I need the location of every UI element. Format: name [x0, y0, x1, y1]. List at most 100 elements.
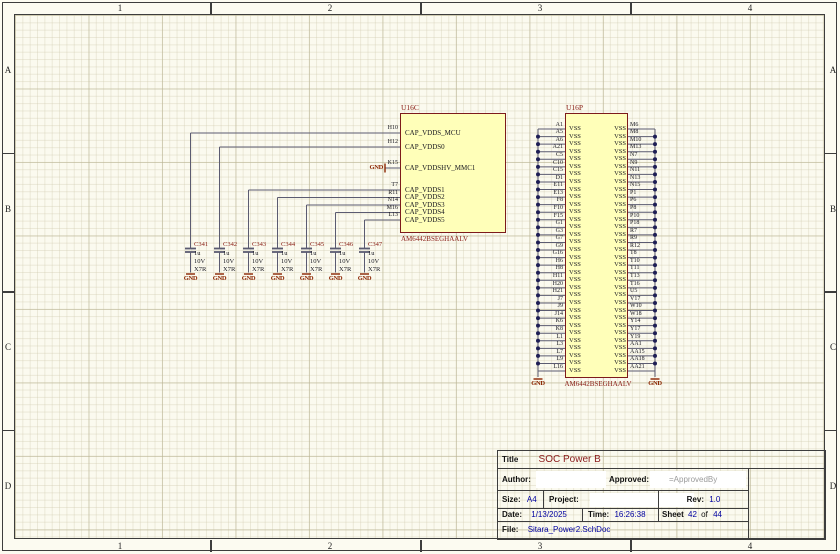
u16p-left-pin-number[interactable]: E11 — [553, 182, 563, 189]
junction-dot[interactable] — [536, 270, 540, 275]
u16p-left-pin-name[interactable]: VSS — [569, 185, 581, 193]
junction-dot[interactable] — [536, 179, 540, 184]
u16p-left-pin-name[interactable]: VSS — [569, 359, 581, 367]
u16p-left-pin-number[interactable]: H21 — [552, 288, 563, 295]
capacitor-value[interactable]: 1u — [281, 249, 288, 257]
u16p-right-pin-number[interactable]: AA21 — [630, 363, 645, 370]
u16p-right-pin-name[interactable]: VSS — [614, 298, 626, 306]
u16p-left-pin-number[interactable]: E13 — [553, 189, 563, 196]
junction-dot[interactable] — [653, 149, 657, 154]
junction-dot[interactable] — [653, 361, 657, 366]
u16p-designator[interactable]: U16P — [566, 103, 584, 112]
u16p-left-pin-number[interactable]: C5 — [555, 152, 563, 159]
u16p-left-pin-name[interactable]: VSS — [569, 215, 581, 223]
junction-dot[interactable] — [536, 285, 540, 290]
junction-dot[interactable] — [536, 217, 540, 222]
capacitor-designator[interactable]: C347 — [368, 241, 383, 248]
junction-dot[interactable] — [536, 164, 540, 169]
junction-dot[interactable] — [536, 316, 540, 321]
junction-dot[interactable] — [536, 172, 540, 177]
junction-dot[interactable] — [653, 217, 657, 222]
capacitor-designator[interactable]: C346 — [339, 241, 354, 248]
capacitor-value[interactable]: 1u — [310, 249, 317, 257]
u16p-left-pin-number[interactable]: A21 — [552, 144, 563, 151]
u16p-right-pin-name[interactable]: VSS — [614, 177, 626, 185]
u16p-right-pin-number[interactable]: R9 — [630, 235, 638, 242]
u16p-right-pin-number[interactable]: P6 — [630, 197, 637, 204]
u16p-right-pin-number[interactable]: Y19 — [630, 333, 641, 340]
u16p-left-pin-number[interactable]: G7 — [555, 235, 563, 242]
u16p-left-pin-number[interactable]: A5 — [555, 129, 563, 136]
u16p-right-pin-number[interactable]: N15 — [630, 182, 641, 189]
junction-dot[interactable] — [653, 293, 657, 298]
u16p-left-pin-name[interactable]: VSS — [569, 223, 581, 231]
u16c-designator[interactable]: U16C — [401, 103, 419, 112]
junction-dot[interactable] — [653, 134, 657, 139]
capacitor-voltage[interactable]: 10V — [194, 257, 206, 265]
junction-dot[interactable] — [536, 187, 540, 192]
u16p-right-pin-name[interactable]: VSS — [614, 336, 626, 344]
capacitor-dielectric[interactable]: X7R — [281, 265, 294, 273]
u16p-left-pin-name[interactable]: VSS — [569, 329, 581, 337]
capacitor-designator[interactable]: C345 — [310, 241, 325, 248]
size-value[interactable]: A4 — [526, 495, 537, 504]
junction-dot[interactable] — [536, 300, 540, 305]
junction-dot[interactable] — [536, 308, 540, 313]
u16p-left-pin-name[interactable]: VSS — [569, 268, 581, 276]
junction-dot[interactable] — [653, 323, 657, 328]
gnd-port-c347-label[interactable]: GND — [357, 274, 372, 282]
u16p-left-pin-name[interactable]: VSS — [569, 367, 581, 374]
u16p-right-pin-name[interactable]: VSS — [614, 170, 626, 178]
junction-dot[interactable] — [653, 142, 657, 147]
title-value[interactable]: SOC Power B — [538, 454, 601, 465]
junction-dot[interactable] — [653, 300, 657, 305]
u16p-right-pin-name[interactable]: VSS — [614, 329, 626, 337]
u16p-left-pin-number[interactable]: J14 — [554, 310, 563, 317]
u16c-pin-number[interactable]: R11 — [388, 189, 398, 196]
capacitor-value[interactable]: 1u — [368, 249, 375, 257]
time-value[interactable]: 16:26:38 — [614, 510, 646, 519]
u16c-pin-name[interactable]: CAP_VDDS_MCU — [405, 128, 461, 137]
u16p-right-pin-name[interactable]: VSS — [614, 200, 626, 208]
junction-dot[interactable] — [536, 149, 540, 154]
capacitor-voltage[interactable]: 10V — [368, 257, 380, 265]
capacitor-designator[interactable]: C343 — [252, 241, 267, 248]
u16p-left-pin-number[interactable]: F15 — [553, 212, 563, 219]
rev-value[interactable]: 1.0 — [709, 495, 721, 504]
u16p-left-pin-name[interactable]: VSS — [569, 321, 581, 329]
u16p-right-pin-name[interactable]: VSS — [614, 283, 626, 291]
u16p-right-pin-number[interactable]: U5 — [630, 288, 638, 295]
u16p-right-pin-name[interactable]: VSS — [614, 314, 626, 322]
capacitor-dielectric[interactable]: X7R — [368, 265, 381, 273]
u16p-right-pin-number[interactable]: M6 — [630, 121, 639, 128]
u16p-left-pin-number[interactable]: L9 — [556, 356, 563, 363]
gnd-port-k15-label[interactable]: GND — [369, 163, 383, 171]
capacitor-dielectric[interactable]: X7R — [252, 265, 265, 273]
u16p-left-pin-number[interactable]: G1 — [555, 220, 563, 227]
capacitor-voltage[interactable]: 10V — [223, 257, 235, 265]
u16p-right-pin-number[interactable]: V17 — [630, 295, 641, 302]
junction-dot[interactable] — [653, 255, 657, 260]
u16p-left-pin-name[interactable]: VSS — [569, 314, 581, 322]
u16p-left-pin-name[interactable]: VSS — [569, 238, 581, 246]
u16p-left-pin-name[interactable]: VSS — [569, 200, 581, 208]
u16p-right-pin-number[interactable]: Y17 — [630, 325, 641, 332]
junction-dot[interactable] — [536, 210, 540, 215]
u16p-right-pin-name[interactable]: VSS — [614, 268, 626, 276]
junction-dot[interactable] — [653, 195, 657, 200]
u16p-left-pin-number[interactable]: L3 — [556, 341, 563, 348]
u16p-right-pin-number[interactable]: AA1 — [630, 341, 642, 348]
u16p-right-pin-name[interactable]: VSS — [614, 344, 626, 352]
u16p-left-pin-name[interactable]: VSS — [569, 336, 581, 344]
date-value[interactable]: 1/13/2025 — [531, 510, 567, 519]
junction-dot[interactable] — [653, 331, 657, 336]
u16p-right-pin-name[interactable]: VSS — [614, 223, 626, 231]
u16p-left-pin-name[interactable]: VSS — [569, 246, 581, 253]
capacitor-dielectric[interactable]: X7R — [310, 265, 323, 273]
junction-dot[interactable] — [536, 248, 540, 252]
gnd-port-c345-label[interactable]: GND — [299, 274, 314, 282]
u16p-left-pin-number[interactable]: H20 — [552, 280, 563, 287]
u16p-left-pin-number[interactable]: D1 — [555, 174, 563, 181]
u16c-pin-number[interactable]: K15 — [387, 160, 398, 166]
u16p-right-pin-number[interactable]: R7 — [630, 227, 638, 234]
